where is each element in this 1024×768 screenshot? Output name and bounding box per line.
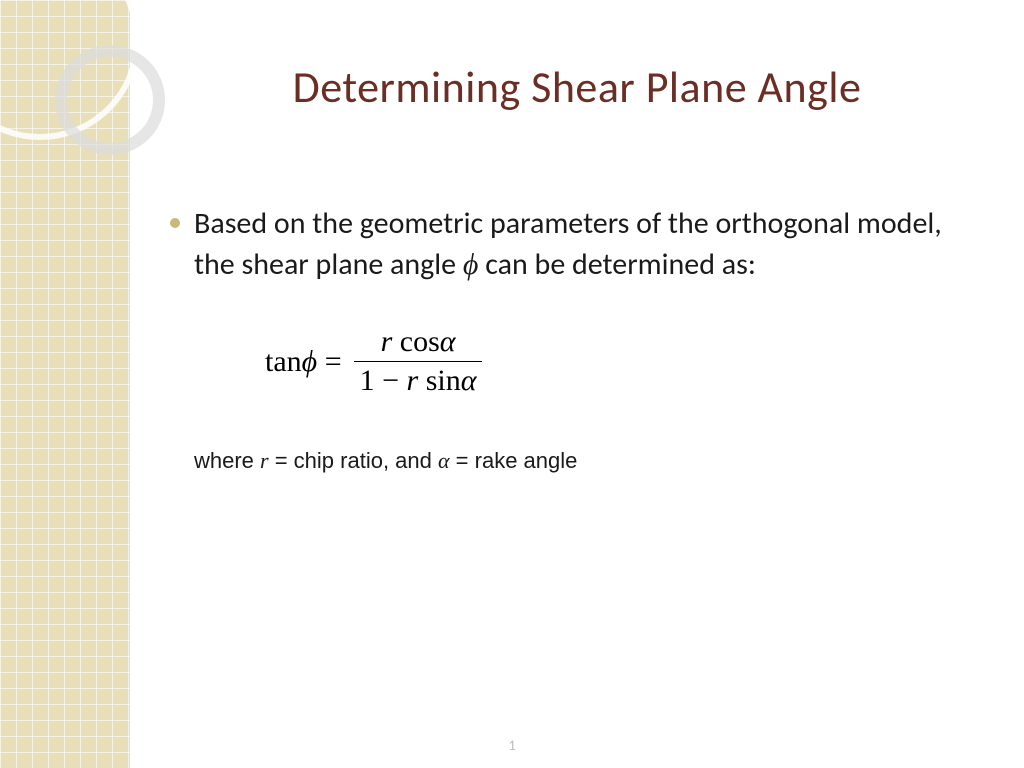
bullet-text: Based on the geometric parameters of the… <box>194 204 984 285</box>
bullet-item: Based on the geometric parameters of the… <box>170 204 984 285</box>
slide-content: Determining Shear Plane Angle Based on t… <box>130 0 1024 768</box>
num-alpha: α <box>440 325 456 358</box>
formula-tan: tan <box>265 345 302 378</box>
slide-title: Determining Shear Plane Angle <box>170 60 984 114</box>
phi-symbol: ϕ <box>463 248 479 281</box>
num-cos: cos <box>392 325 440 358</box>
bullet-marker <box>170 218 180 228</box>
where-pre: where <box>194 448 260 473</box>
formula-denominator: 1 − r sinα <box>354 362 483 398</box>
page-number: 1 <box>508 737 515 754</box>
decorative-sidebar <box>0 0 130 768</box>
where-line: where r = chip ratio, and α = rake angle <box>194 448 984 474</box>
formula-numerator: r cosα <box>363 325 474 361</box>
den-sin: sin <box>418 364 461 397</box>
where-r: r <box>260 448 269 473</box>
formula-lhs: tanϕ = <box>265 345 342 379</box>
where-r-def: = chip ratio, and <box>269 448 438 473</box>
formula: tanϕ = r cosα 1 − r sinα <box>265 325 984 398</box>
den-pre: 1 − <box>360 364 407 397</box>
formula-eq: = <box>317 345 341 378</box>
where-alpha-def: = rake angle <box>450 448 578 473</box>
den-r: r <box>407 364 419 397</box>
den-alpha: α <box>461 364 477 397</box>
where-alpha: α <box>438 448 450 473</box>
formula-phi: ϕ <box>302 345 318 378</box>
bullet-text-post: can be determined as: <box>478 246 755 283</box>
num-r: r <box>381 325 393 358</box>
formula-fraction: r cosα 1 − r sinα <box>354 325 483 398</box>
